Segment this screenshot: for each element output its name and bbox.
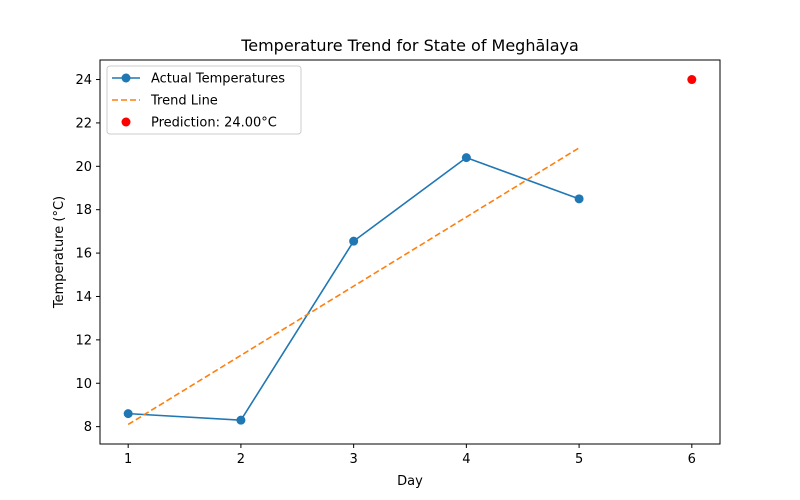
actual-temperatures-point (574, 194, 584, 204)
legend-label-actual-temperatures: Actual Temperatures (151, 72, 285, 87)
x-tick-label: 2 (237, 452, 245, 467)
prediction-24-00-c-point (687, 75, 697, 85)
x-tick-label: 6 (688, 452, 696, 467)
y-tick-label: 18 (75, 203, 92, 218)
y-tick-label: 22 (75, 116, 92, 131)
legend-marker-prediction-24-00-c (121, 117, 131, 127)
y-tick-label: 12 (75, 333, 92, 348)
x-tick-label: 4 (462, 452, 470, 467)
actual-temperatures-point (349, 236, 359, 246)
plot-area (123, 75, 697, 426)
actual-temperatures-point (236, 415, 246, 425)
legend: Actual Temperatures Trend Line Prediction:… (106, 65, 302, 135)
y-tick-label: 10 (75, 377, 92, 392)
x-axis-label: Day (397, 474, 423, 489)
plot-frame (99, 59, 721, 445)
legend-box (106, 65, 302, 135)
actual-temperatures-point (461, 153, 471, 163)
legend-marker-actual-temperatures (121, 73, 131, 83)
x-tick-label: 3 (349, 452, 357, 467)
y-tick-label: 16 (75, 247, 92, 262)
y-axis-label: Temperature (°C) (52, 196, 67, 309)
x-tick-label: 1 (124, 452, 132, 467)
actual-temperatures-point (123, 409, 133, 419)
chart-title: Temperature Trend for State of Meghālaya (240, 36, 579, 55)
legend-label-prediction-24-00-c: Prediction: 24.00°C (151, 116, 277, 131)
y-tick-label: 20 (75, 160, 92, 175)
x-axis: 1 2 3 4 5 6 (124, 444, 696, 467)
y-tick-label: 14 (75, 290, 92, 305)
y-axis: 8 10 12 14 16 18 20 22 24 (75, 73, 100, 435)
trend-line-line (127, 147, 580, 426)
legend-label-trend-line: Trend Line (150, 94, 218, 109)
y-tick-label: 24 (75, 73, 92, 88)
x-tick-label: 5 (575, 452, 583, 467)
y-tick-label: 8 (84, 420, 92, 435)
